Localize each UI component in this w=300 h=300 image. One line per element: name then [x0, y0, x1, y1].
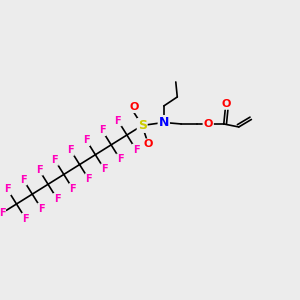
Text: N: N — [159, 116, 169, 129]
Text: O: O — [129, 102, 139, 112]
Text: F: F — [115, 116, 121, 125]
Text: F: F — [38, 204, 45, 214]
Text: F: F — [133, 145, 139, 154]
Text: F: F — [117, 154, 124, 164]
Text: F: F — [22, 214, 29, 224]
Text: F: F — [51, 155, 58, 165]
Text: F: F — [54, 194, 60, 204]
Text: F: F — [4, 184, 11, 194]
Text: F: F — [83, 135, 90, 145]
Text: O: O — [143, 140, 153, 149]
Text: F: F — [20, 175, 26, 184]
Text: F: F — [101, 164, 108, 174]
Text: O: O — [203, 119, 213, 129]
Text: O: O — [222, 99, 231, 109]
Text: F: F — [36, 165, 42, 175]
Text: F: F — [67, 145, 74, 155]
Text: S: S — [138, 119, 147, 132]
Text: F: F — [0, 208, 5, 218]
Text: F: F — [85, 174, 92, 184]
Text: F: F — [70, 184, 76, 194]
Text: F: F — [99, 125, 105, 135]
